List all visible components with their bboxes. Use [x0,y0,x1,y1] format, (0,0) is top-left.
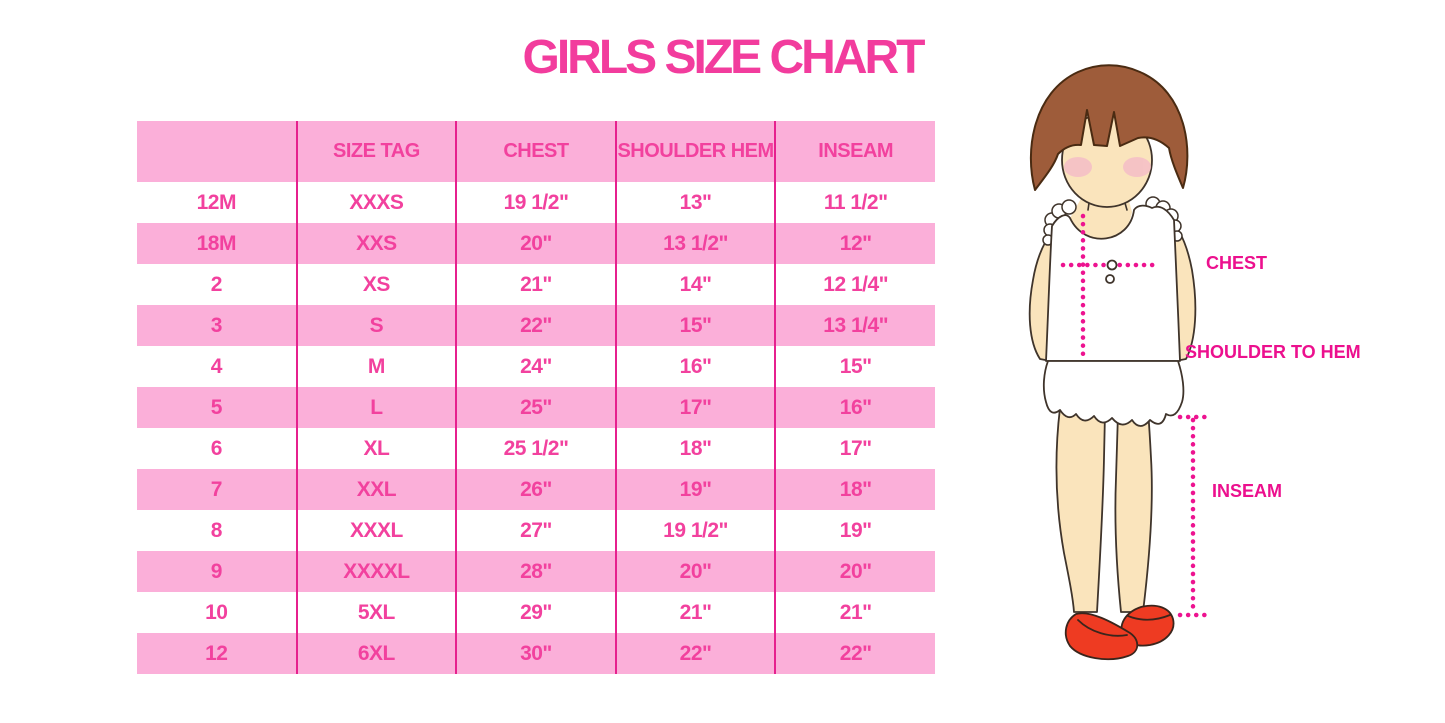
chest-cell: 25 1/2" [455,428,616,469]
inseam-cell: 21" [774,592,935,633]
size-cell: 6 [210,436,223,460]
table-header-row: SIZE TAG CHEST SHOULDER HEM INSEAM [137,121,935,182]
chest-cell: 24" [455,346,616,387]
table-row: 6 XL 25 1/2" 18" 17" [137,428,935,469]
size-tag-cell: S [295,305,457,346]
size-table: SIZE TAG CHEST SHOULDER HEM INSEAM 12M X… [137,121,935,674]
size-tag-cell: XXS [295,223,457,264]
shoulder-hem-cell: 16" [614,346,776,387]
size-tag-cell: XXL [295,469,457,510]
inseam-cell: 12 1/4" [774,264,935,305]
shoulder-hem-cell: 18" [614,428,776,469]
chest-cell: 19 1/2" [455,182,616,223]
inseam-cell: 18" [774,469,935,510]
hair [1029,64,1189,191]
size-tag-cell: 5XL [295,592,457,633]
table-row: 3 S 22" 15" 13 1/4" [137,305,935,346]
header-cell-shoulder-hem: SHOULDER HEM [614,121,776,182]
shoulder-hem-cell: 14" [614,264,776,305]
inseam-cell: 13 1/4" [774,305,935,346]
inseam-cell: 11 1/2" [774,182,935,223]
size-cell: 7 [137,469,297,510]
table-row: 7 XXL 26" 19" 18" [137,469,935,510]
table-row: 9 XXXXL 28" 20" 20" [137,551,935,592]
inseam-cell: 22" [774,633,935,674]
inseam-cell: 17" [774,428,935,469]
size-cell: 5 [137,387,297,428]
table-row: 4 M 24" 16" 15" [137,346,935,387]
size-tag-cell: XXXS [295,182,457,223]
size-cell: 9 [137,551,297,592]
table-row: 2 XS 21" 14" 12 1/4" [137,264,935,305]
size-tag-cell: XXXXL [295,551,457,592]
table-row: 8 XXXL 27" 19 1/2" 19" [137,510,935,551]
shoulder-hem-cell: 15" [614,305,776,346]
header-cell-inseam: INSEAM [774,121,935,182]
size-cell: 4 [210,354,223,378]
size-tag-cell: 6XL [295,633,457,674]
blush-cheeks [1064,157,1151,177]
chest-measurement-label: CHEST [1206,253,1268,273]
shoes [1064,604,1175,661]
size-tag-cell: XS [295,264,457,305]
chest-cell: 29" [455,592,616,633]
inseam-cell: 19" [774,510,935,551]
girl-figure-illustration [1028,64,1209,661]
table-row: 10 5XL 29" 21" 21" [137,592,935,633]
shoulder-hem-cell: 19 1/2" [614,510,776,551]
inseam-cell: 12" [774,223,935,264]
chest-cell: 26" [455,469,616,510]
size-cell: 12 [137,633,297,674]
header-cell-chest: CHEST [455,121,616,182]
shoulder-to-hem-measurement-label: SHOULDER TO HEM [1185,342,1361,362]
chest-cell: 27" [455,510,616,551]
table-row: 12M XXXS 19 1/2" 13" 11 1/2" [137,182,935,223]
table-row: 5 L 25" 17" 16" [137,387,935,428]
inseam-cell: 16" [774,387,935,428]
table-row: 12 6XL 30" 22" 22" [137,633,935,674]
size-cell: 8 [210,518,223,542]
size-cell: 10 [205,600,228,624]
shoulder-hem-cell: 21" [614,592,776,633]
inseam-measurement-label: INSEAM [1212,481,1283,501]
header-cell-size-tag: SIZE TAG [295,121,457,182]
size-cell: 12M [196,190,237,214]
dress-buttons [1105,259,1118,284]
chest-cell: 28" [455,551,616,592]
skirt-ruffle [1042,360,1185,427]
shoulder-hem-cell: 13 1/2" [614,223,776,264]
size-tag-cell: XXXL [295,510,457,551]
chest-cell: 21" [455,264,616,305]
chest-cell: 25" [455,387,616,428]
size-cell: 3 [137,305,297,346]
shoulder-hem-cell: 20" [614,551,776,592]
header-cell-blank [137,121,297,182]
dress-bodice [1045,204,1181,362]
size-cell: 18M [137,223,297,264]
legs [1055,407,1153,613]
chest-cell: 30" [455,633,616,674]
table-row: 18M XXS 20" 13 1/2" 12" [137,223,935,264]
inseam-cell: 15" [774,346,935,387]
shoulder-hem-cell: 17" [614,387,776,428]
size-tag-cell: M [295,346,457,387]
size-cell: 2 [210,272,223,296]
shoulder-hem-cell: 19" [614,469,776,510]
size-tag-cell: XL [295,428,457,469]
chest-cell: 22" [455,305,616,346]
page-title: GIRLS SIZE CHART [522,31,925,84]
chest-cell: 20" [455,223,616,264]
size-tag-cell: L [295,387,457,428]
shoulder-hem-cell: 13" [614,182,776,223]
shoulder-hem-cell: 22" [614,633,776,674]
inseam-cell: 20" [774,551,935,592]
